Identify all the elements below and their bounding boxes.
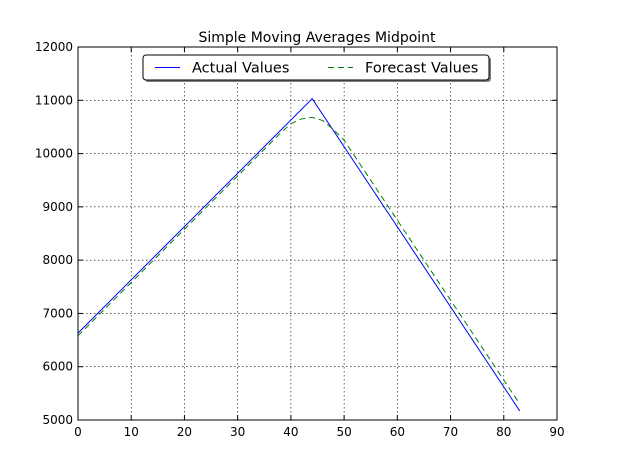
y-tick-label: 6000 <box>42 360 73 374</box>
plot-frame <box>77 46 558 421</box>
legend-box <box>142 54 490 81</box>
series-line-1 <box>77 97 521 412</box>
x-tick-label: 80 <box>496 425 511 439</box>
y-tick-label: 9000 <box>42 200 73 214</box>
grid <box>77 46 558 421</box>
x-tick-label: 50 <box>336 425 351 439</box>
x-tick-label: 30 <box>230 425 245 439</box>
y-tick-label: 7000 <box>42 306 73 320</box>
y-tick-label: 10000 <box>35 147 73 161</box>
x-tick-label: 60 <box>390 425 405 439</box>
x-tick-label: 40 <box>283 425 298 439</box>
x-tick-label: 10 <box>124 425 139 439</box>
axis-ticks: 0 10 20 30 40 50 60 70 80 90 5000 6000 7000 8000 9000 1… <box>35 40 565 439</box>
y-tick-label: 8000 <box>42 253 73 267</box>
x-tick-label: 0 <box>74 425 82 439</box>
legend-label-2: Forecast Values <box>365 61 478 77</box>
y-tick-label: 11000 <box>35 93 73 107</box>
y-tick-label: 5000 <box>42 413 73 427</box>
x-tick-label: 90 <box>549 425 564 439</box>
x-tick-label: 20 <box>177 425 192 439</box>
legend: Actual Values Forecast Values <box>142 54 491 82</box>
x-tick-label: 70 <box>443 425 458 439</box>
legend-label-1: Actual Values <box>192 61 289 77</box>
y-tick-label: 12000 <box>35 40 73 54</box>
series-line-2 <box>77 116 521 405</box>
series-layer <box>77 97 521 412</box>
chart-title: Simple Moving Averages Midpoint <box>198 30 436 46</box>
